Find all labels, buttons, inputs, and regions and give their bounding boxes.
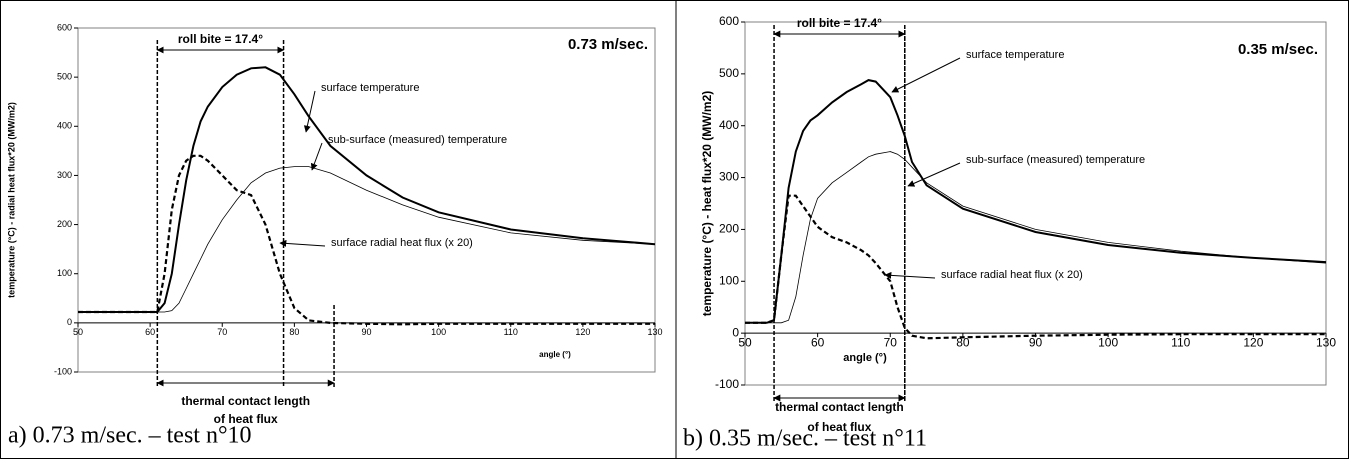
contact-length-label: of heat flux — [214, 412, 278, 426]
x-tick-label: 80 — [956, 335, 970, 349]
y-tick-label: 500 — [719, 66, 739, 80]
y-tick-label: 200 — [57, 219, 72, 229]
x-tick-label: 110 — [1171, 335, 1190, 349]
y-axis-label: temperature (°C) - heat flux*20 (MW/m2) — [700, 91, 714, 317]
chart-title: 0.35 m/sec. — [1238, 41, 1318, 58]
y-tick-label: 300 — [719, 170, 739, 184]
y-tick-label: 300 — [57, 170, 72, 180]
label-arrow — [279, 239, 326, 247]
contact-length-label: thermal contact length — [181, 394, 310, 408]
x-tick-label: 130 — [1316, 335, 1336, 349]
y-tick-label: -100 — [54, 366, 72, 376]
x-axis-label: angle (°) — [539, 350, 571, 359]
label-arrow — [891, 57, 961, 93]
x-tick-label: 110 — [504, 327, 518, 337]
series-label: surface radial heat flux (x 20) — [941, 269, 1083, 281]
series-label: surface radial heat flux (x 20) — [331, 237, 473, 249]
y-tick-label: 200 — [719, 222, 739, 236]
x-tick-label: 70 — [217, 327, 227, 337]
x-axis-label: angle (°) — [843, 352, 887, 364]
contact-length-label: of heat flux — [807, 420, 871, 434]
series-label: sub-surface (measured) temperature — [328, 134, 507, 146]
y-tick-label: 0 — [732, 325, 739, 339]
series-label: sub-surface (measured) temperature — [966, 154, 1145, 166]
series-label: surface temperature — [321, 82, 419, 94]
x-tick-label: 130 — [647, 327, 662, 337]
y-tick-label: -100 — [715, 377, 739, 391]
caption: a) 0.73 m/sec. – test n°10 — [8, 423, 252, 449]
y-axis-label: temperature (°C) - radial heat flux*20 (… — [6, 102, 16, 298]
series-line — [745, 79, 1327, 324]
x-tick-label: 90 — [361, 327, 371, 337]
label-arrow — [303, 90, 316, 133]
plot-area — [77, 27, 656, 373]
contact-length-label: thermal contact length — [775, 400, 904, 414]
x-tick-label: 100 — [431, 327, 446, 337]
y-tick-label: 100 — [719, 273, 739, 287]
x-tick-label: 90 — [1029, 335, 1043, 349]
y-tick-label: 600 — [57, 22, 72, 32]
x-tick-label: 70 — [884, 335, 898, 349]
series-line — [78, 166, 656, 313]
series-line — [78, 154, 655, 326]
y-tick-label: 400 — [719, 118, 739, 132]
y-tick-label: 500 — [57, 72, 72, 82]
x-tick-label: 50 — [738, 335, 752, 349]
roll-bite-label: roll bite = 17.4° — [178, 32, 263, 46]
x-tick-label: 50 — [73, 327, 83, 337]
series-line — [745, 194, 1326, 340]
y-tick-label: 600 — [719, 14, 739, 28]
y-tick-label: 0 — [67, 317, 72, 327]
series-line — [78, 66, 656, 313]
series-line — [745, 151, 1327, 324]
caption: b) 0.35 m/sec. – test n°11 — [683, 426, 927, 452]
x-tick-label: 60 — [811, 335, 825, 349]
x-tick-label: 120 — [575, 327, 590, 337]
x-tick-label: 80 — [289, 327, 299, 337]
x-tick-label: 120 — [1243, 335, 1263, 349]
chart-title: 0.73 m/sec. — [568, 36, 648, 53]
label-arrow — [907, 162, 961, 187]
series-label: surface temperature — [966, 49, 1064, 61]
y-tick-label: 100 — [57, 268, 72, 278]
x-tick-label: 100 — [1098, 335, 1118, 349]
label-arrow — [884, 271, 936, 279]
x-tick-label: 60 — [145, 327, 155, 337]
y-tick-label: 400 — [57, 121, 72, 131]
label-arrow — [310, 142, 323, 171]
roll-bite-label: roll bite = 17.4° — [797, 16, 882, 30]
plot-area — [744, 21, 1327, 386]
